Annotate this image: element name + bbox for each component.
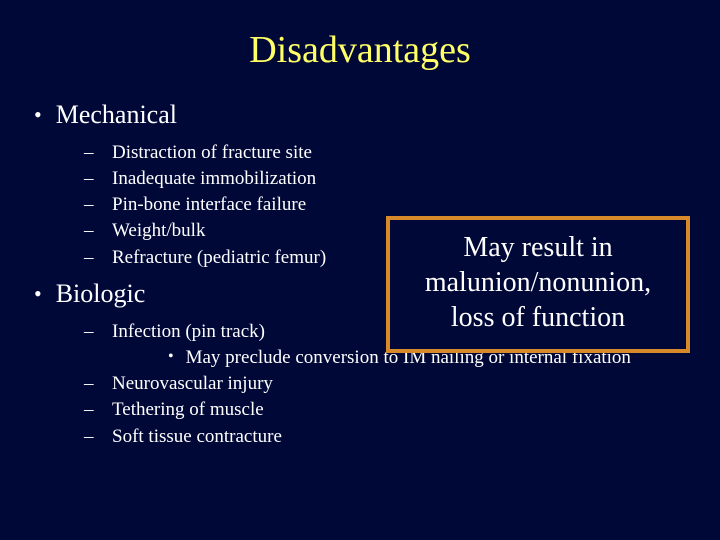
dash-icon: – (84, 218, 98, 244)
bullet-dot-icon: • (34, 277, 42, 310)
sub-item: – Distraction of fracture site (84, 140, 690, 166)
dash-icon: – (84, 371, 98, 397)
sub-item-text: Inadequate immobilization (112, 166, 316, 192)
dash-icon: – (84, 166, 98, 192)
sub-item: – Tethering of muscle (84, 397, 690, 423)
sub-item: – Pin-bone interface failure (84, 192, 690, 218)
slide-title: Disadvantages (30, 28, 690, 72)
bullet-mechanical-label: Mechanical (56, 98, 177, 132)
dash-icon: – (84, 140, 98, 166)
sub-item: – Soft tissue contracture (84, 424, 690, 450)
sub-item-text: Pin-bone interface failure (112, 192, 306, 218)
sub-item-text: Neurovascular injury (112, 371, 273, 397)
sub-item: – Neurovascular injury (84, 371, 690, 397)
sub-item-text: Weight/bulk (112, 218, 205, 244)
dash-icon: – (84, 319, 98, 345)
bullet-dot-icon: • (34, 98, 42, 131)
sub-item-text: Refracture (pediatric femur) (112, 245, 326, 271)
bullet-dot-icon: • (168, 345, 174, 369)
bullet-biologic-label: Biologic (56, 277, 146, 311)
sub-item-text: Soft tissue contracture (112, 424, 282, 450)
sub-item-text: Distraction of fracture site (112, 140, 312, 166)
dash-icon: – (84, 397, 98, 423)
callout-line: loss of function (398, 300, 678, 335)
sub-item: – Inadequate immobilization (84, 166, 690, 192)
dash-icon: – (84, 192, 98, 218)
callout-line: malunion/nonunion, (398, 265, 678, 300)
sub-item-text: Infection (pin track) (112, 319, 265, 345)
slide: Disadvantages • Mechanical – Distraction… (0, 0, 720, 540)
dash-icon: – (84, 424, 98, 450)
callout-box: May result in malunion/nonunion, loss of… (386, 216, 690, 353)
dash-icon: – (84, 245, 98, 271)
bullet-mechanical: • Mechanical (30, 98, 690, 132)
sub-item-text: Tethering of muscle (112, 397, 264, 423)
callout-line: May result in (398, 230, 678, 265)
